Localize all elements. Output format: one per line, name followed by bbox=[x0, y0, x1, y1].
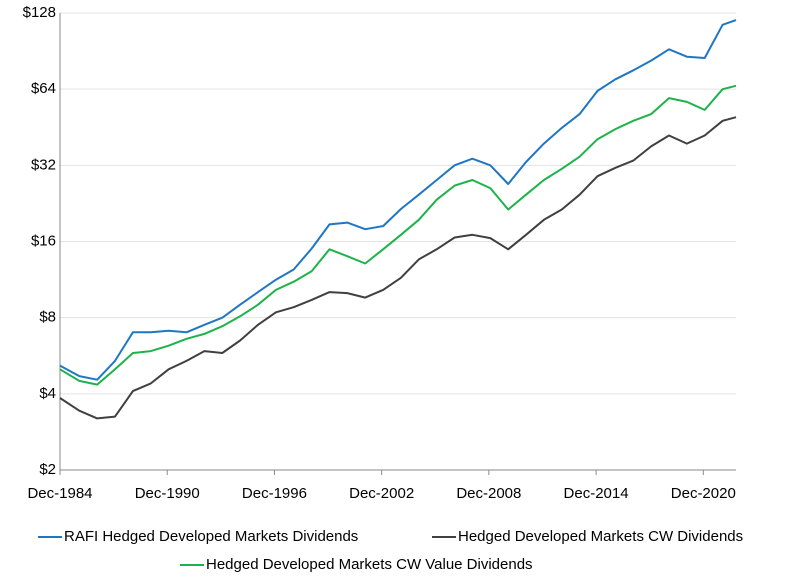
legend-label: Hedged Developed Markets CW Dividends bbox=[458, 528, 743, 545]
x-tick-label: Dec-1996 bbox=[242, 485, 307, 502]
x-tick-label: Dec-2002 bbox=[349, 485, 414, 502]
y-tick-label: $32 bbox=[31, 156, 56, 173]
series-line bbox=[59, 19, 737, 381]
x-tick-label: Dec-2020 bbox=[671, 485, 736, 502]
y-tick-label: $4 bbox=[39, 385, 56, 402]
y-tick-label: $8 bbox=[39, 309, 56, 326]
y-tick-label: $2 bbox=[39, 461, 56, 478]
x-tick-label: Dec-2014 bbox=[564, 485, 629, 502]
legend-label: Hedged Developed Markets CW Value Divide… bbox=[206, 556, 533, 573]
y-tick-label: $128 bbox=[23, 4, 56, 21]
y-tick-label: $16 bbox=[31, 232, 56, 249]
x-tick-label: Dec-2008 bbox=[456, 485, 521, 502]
series-line bbox=[59, 84, 737, 386]
series-line bbox=[59, 116, 737, 420]
y-tick-label: $64 bbox=[31, 80, 56, 97]
legend-label: RAFI Hedged Developed Markets Dividends bbox=[64, 528, 358, 545]
x-tick-label: Dec-1984 bbox=[27, 485, 92, 502]
x-tick-label: Dec-1990 bbox=[135, 485, 200, 502]
